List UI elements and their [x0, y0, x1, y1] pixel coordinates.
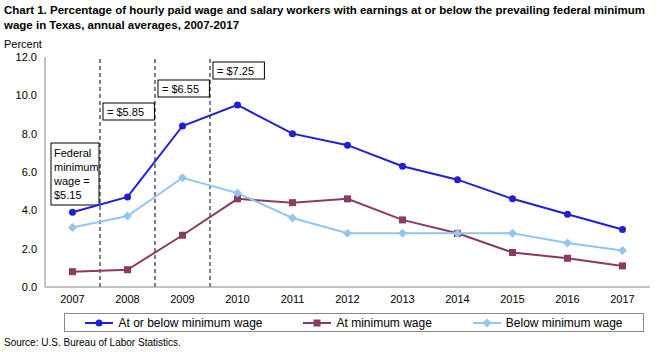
svg-text:= $7.25: = $7.25 [217, 65, 254, 77]
svg-text:wage =: wage = [53, 175, 90, 187]
svg-text:2011: 2011 [281, 293, 305, 305]
svg-text:2013: 2013 [390, 293, 414, 305]
svg-text:2.0: 2.0 [22, 243, 37, 255]
svg-text:Federal: Federal [54, 147, 91, 159]
svg-text:minimum: minimum [54, 161, 99, 173]
svg-text:0.0: 0.0 [22, 281, 37, 293]
html-text:At or below minimum wage: At or below minimum wage [118, 315, 263, 330]
svg-text:2017: 2017 [610, 293, 634, 305]
svg-text:2012: 2012 [335, 293, 359, 305]
html-text:Percent: Percent [4, 38, 42, 50]
svg-text:2015: 2015 [500, 293, 524, 305]
svg-text:2007: 2007 [60, 293, 84, 305]
svg-text:10.0: 10.0 [16, 89, 37, 101]
svg-text:2014: 2014 [445, 293, 469, 305]
svg-text:$5.15: $5.15 [54, 189, 82, 201]
html-text:At minimum wage: At minimum wage [336, 315, 432, 330]
svg-text:= $5.85: = $5.85 [107, 106, 144, 118]
svg-text:= $6.55: = $6.55 [162, 83, 199, 95]
html-text:Chart 1. Percentage of hourly: Chart 1. Percentage of hourly paid wage … [4, 4, 645, 31]
svg-text:4.0: 4.0 [22, 204, 37, 216]
svg-text:2009: 2009 [170, 293, 194, 305]
svg-text:2008: 2008 [115, 293, 139, 305]
html-text:Source: U.S. Bureau of Labor S: Source: U.S. Bureau of Labor Statistics. [4, 337, 181, 348]
svg-text:2010: 2010 [225, 293, 249, 305]
svg-text:2016: 2016 [555, 293, 579, 305]
svg-text:6.0: 6.0 [22, 166, 37, 178]
svg-text:12.0: 12.0 [16, 51, 37, 63]
html-text:Below minimum wage: Below minimum wage [505, 315, 623, 330]
svg-text:8.0: 8.0 [22, 128, 37, 140]
